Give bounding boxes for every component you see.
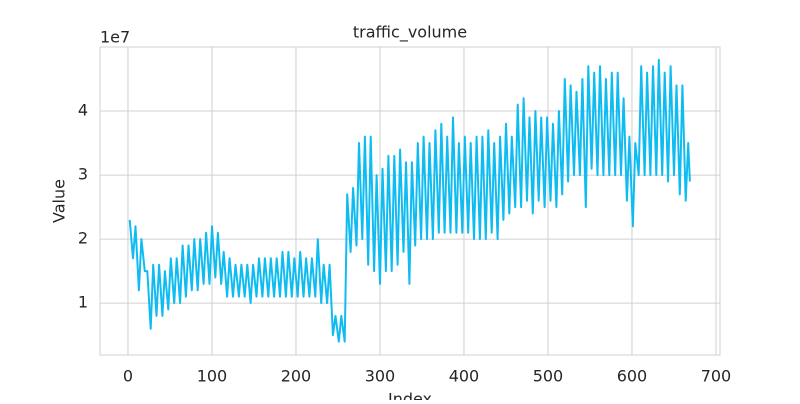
x-axis-label: Index: [388, 390, 432, 401]
data-line: [128, 58, 691, 343]
x-tick-label: 400: [449, 367, 480, 386]
x-tick-label: 100: [197, 367, 228, 386]
y-tick-label: 4: [78, 101, 88, 120]
chart-title: traffic_volume: [353, 23, 467, 43]
y-tick-label: 2: [78, 229, 88, 248]
x-tick-label: 200: [281, 367, 312, 386]
y-tick-label: 1: [78, 293, 88, 312]
x-tick-label: 700: [701, 367, 732, 386]
y-offset-label: 1e7: [100, 28, 130, 47]
y-tick-label: 3: [78, 165, 88, 184]
y-axis-label: Value: [50, 179, 69, 223]
plot-frame: [99, 46, 721, 356]
x-tick-label: 500: [533, 367, 564, 386]
x-tick-label: 0: [123, 367, 133, 386]
x-tick-label: 300: [365, 367, 396, 386]
x-tick-label: 600: [617, 367, 648, 386]
plot-area: 1 2 3 4 0 100 200 300 400 500 600 700: [78, 46, 732, 386]
